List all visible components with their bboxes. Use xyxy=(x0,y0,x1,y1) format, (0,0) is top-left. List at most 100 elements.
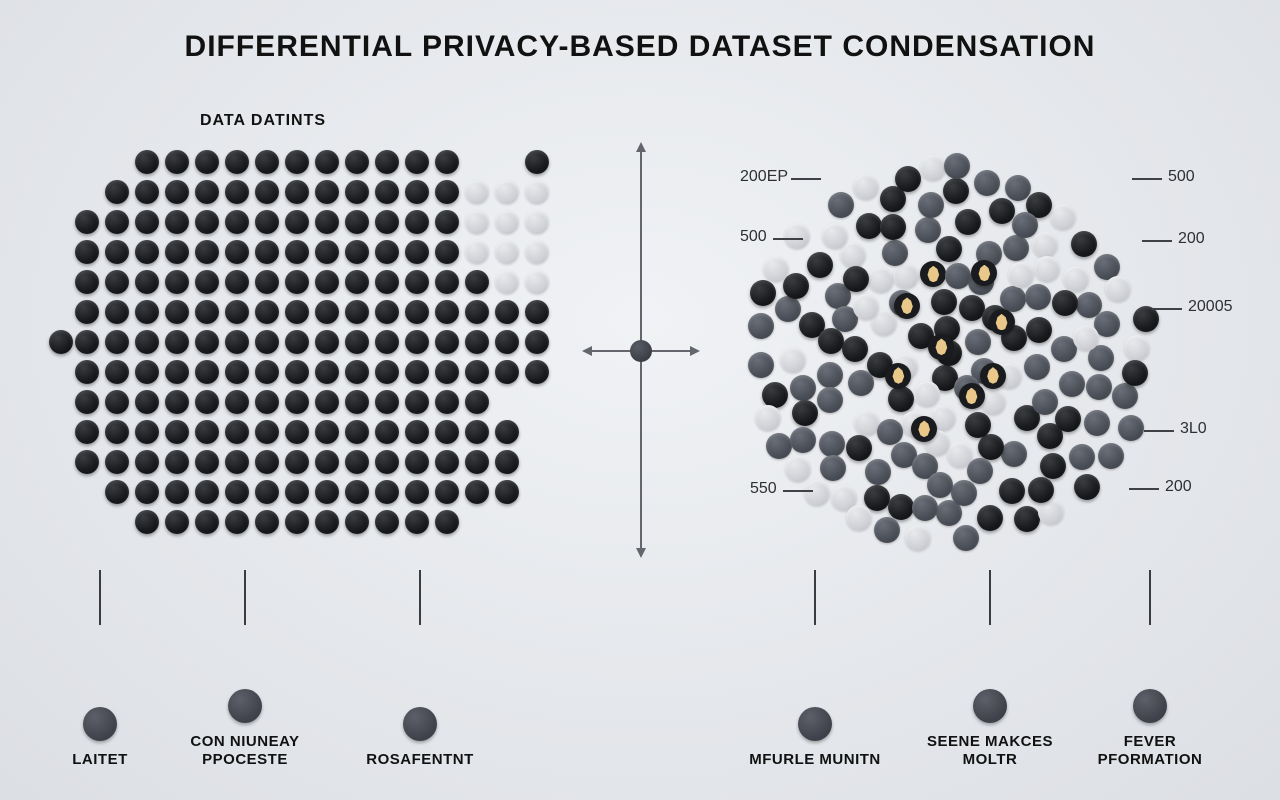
cluster-dot xyxy=(920,155,946,181)
cluster-dot xyxy=(1014,506,1040,532)
cluster-dot xyxy=(974,170,1000,196)
grid-dot xyxy=(135,480,159,504)
grid-dot xyxy=(105,270,129,294)
legend-label: FEVER PFORMATION xyxy=(1080,733,1220,771)
cluster-dot xyxy=(1005,175,1031,201)
cluster-dot xyxy=(1028,477,1054,503)
grid-dot xyxy=(105,420,129,444)
grid-dot xyxy=(285,510,309,534)
grid-dot xyxy=(315,210,339,234)
cluster-dot xyxy=(750,280,776,306)
grid-dot xyxy=(255,360,279,384)
grid-dot xyxy=(225,480,249,504)
grid-dot xyxy=(375,390,399,414)
cluster-dot xyxy=(817,387,843,413)
grid-dot xyxy=(405,360,429,384)
grid-dot xyxy=(105,390,129,414)
cluster-dot xyxy=(762,382,788,408)
grid-dot xyxy=(375,330,399,354)
grid-dot xyxy=(465,420,489,444)
cluster-dot xyxy=(931,289,957,315)
cluster-dot xyxy=(819,431,845,457)
grid-dot xyxy=(435,240,459,264)
grid-dot xyxy=(345,210,369,234)
cluster-dot xyxy=(943,178,969,204)
grid-dot xyxy=(75,330,99,354)
grid-dot xyxy=(165,390,189,414)
grid-dot xyxy=(225,150,249,174)
legend-item: MFURLE MUNITN xyxy=(745,707,885,770)
grid-dot xyxy=(285,300,309,324)
legend-item: FEVER PFORMATION xyxy=(1080,689,1220,771)
grid-dot xyxy=(345,450,369,474)
cluster-dot xyxy=(965,412,991,438)
cluster-dot xyxy=(951,480,977,506)
grid-dot xyxy=(435,180,459,204)
grid-dot xyxy=(345,510,369,534)
legend-leader xyxy=(99,570,101,625)
cluster-dot xyxy=(840,242,866,268)
cluster-dot xyxy=(918,192,944,218)
grid-dot xyxy=(345,300,369,324)
cluster-dot xyxy=(828,192,854,218)
cluster-dot xyxy=(1050,204,1076,230)
grid-dot xyxy=(525,240,549,264)
grid-dot xyxy=(135,210,159,234)
cluster-dot xyxy=(865,459,891,485)
legend-label: MFURLE MUNITN xyxy=(745,751,885,770)
cluster-dot xyxy=(785,456,811,482)
cluster-dot xyxy=(1026,317,1052,343)
grid-dot xyxy=(195,240,219,264)
grid-dot xyxy=(105,330,129,354)
cluster-dot xyxy=(1098,443,1124,469)
grid-dot xyxy=(495,240,519,264)
cluster-dot xyxy=(978,434,1004,460)
annotation-tick xyxy=(1129,488,1159,490)
right-dot-cluster xyxy=(735,150,1165,560)
grid-dot xyxy=(195,450,219,474)
cluster-dot xyxy=(853,294,879,320)
cluster-dot xyxy=(895,166,921,192)
grid-dot xyxy=(75,270,99,294)
grid-dot xyxy=(225,330,249,354)
axis-hub-icon xyxy=(630,340,652,362)
cluster-dot xyxy=(1112,383,1138,409)
grid-dot xyxy=(255,510,279,534)
cluster-dot xyxy=(868,267,894,293)
grid-dot xyxy=(405,150,429,174)
cluster-dot xyxy=(1032,389,1058,415)
cluster-dot xyxy=(980,363,1006,389)
grid-dot xyxy=(195,150,219,174)
grid-dot xyxy=(375,150,399,174)
grid-dot xyxy=(465,300,489,324)
cluster-dot xyxy=(928,334,954,360)
cluster-dot xyxy=(893,263,919,289)
cluster-dot xyxy=(882,240,908,266)
grid-dot xyxy=(165,480,189,504)
legend-item: SEENE MAKCESMOLTR xyxy=(920,689,1060,771)
cluster-dot xyxy=(856,213,882,239)
annotation-tick xyxy=(1132,178,1162,180)
cluster-dot xyxy=(804,480,830,506)
grid-dot xyxy=(465,180,489,204)
grid-dot xyxy=(75,210,99,234)
cluster-dot xyxy=(915,217,941,243)
cluster-dot xyxy=(780,347,806,373)
grid-dot xyxy=(165,510,189,534)
grid-dot xyxy=(525,210,549,234)
grid-dot xyxy=(465,390,489,414)
grid-dot xyxy=(495,210,519,234)
cluster-dot xyxy=(1024,354,1050,380)
legend-item: LAITET xyxy=(30,707,170,770)
grid-dot xyxy=(525,150,549,174)
cluster-dot xyxy=(1071,231,1097,257)
grid-dot xyxy=(465,330,489,354)
cluster-dot xyxy=(1003,235,1029,261)
cluster-dot xyxy=(1122,360,1148,386)
grid-dot xyxy=(75,390,99,414)
legend-leader xyxy=(814,570,816,625)
grid-dot xyxy=(225,390,249,414)
grid-dot xyxy=(405,480,429,504)
grid-dot xyxy=(75,450,99,474)
grid-dot xyxy=(375,240,399,264)
